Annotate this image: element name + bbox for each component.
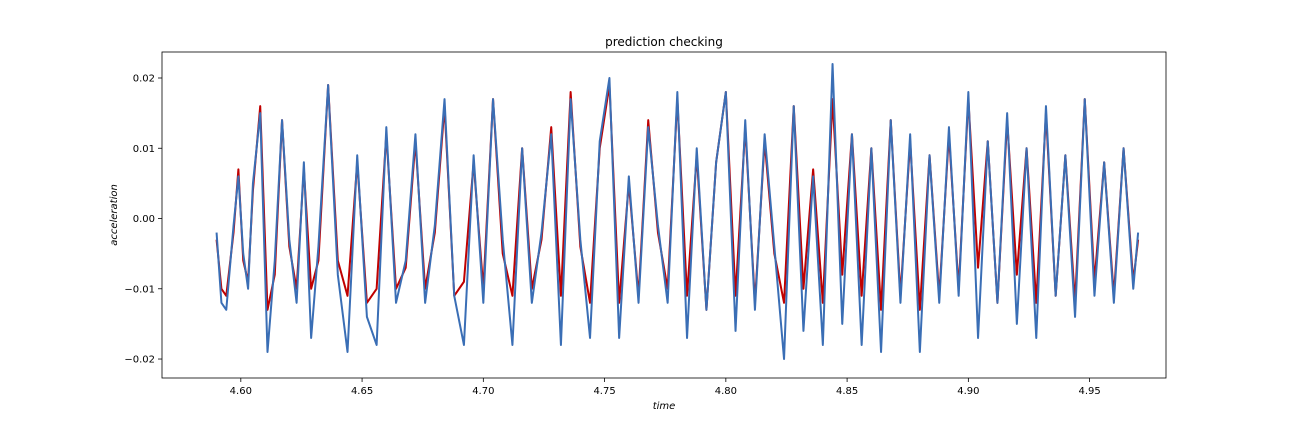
series-layer (215, 62, 1140, 361)
x-tick-label: 4.70 (472, 386, 494, 397)
y-axis-label: acceleration (109, 184, 120, 246)
series-line-2 (215, 62, 1140, 361)
chart-title: prediction checking (605, 35, 723, 49)
y-tick-label: 0.00 (133, 214, 155, 225)
x-tick-label: 4.65 (351, 386, 373, 397)
x-axis: 4.60 4.65 4.70 4.75 4.80 4.85 4.90 4.95 (230, 378, 1101, 397)
y-tick-label: −0.02 (124, 355, 155, 366)
y-tick-label: 0.01 (133, 144, 155, 155)
y-tick-label: −0.01 (124, 284, 155, 295)
x-axis-label: time (653, 401, 676, 412)
x-tick-label: 4.75 (593, 386, 615, 397)
x-tick-label: 4.80 (715, 386, 737, 397)
x-tick-label: 4.60 (230, 386, 252, 397)
x-tick-label: 4.95 (1078, 386, 1100, 397)
y-axis: −0.02 −0.01 0.00 0.01 0.02 (124, 73, 162, 366)
x-tick-label: 4.85 (836, 386, 858, 397)
y-tick-label: 0.02 (133, 73, 155, 84)
x-tick-label: 4.90 (957, 386, 979, 397)
plot-frame (161, 51, 1167, 379)
